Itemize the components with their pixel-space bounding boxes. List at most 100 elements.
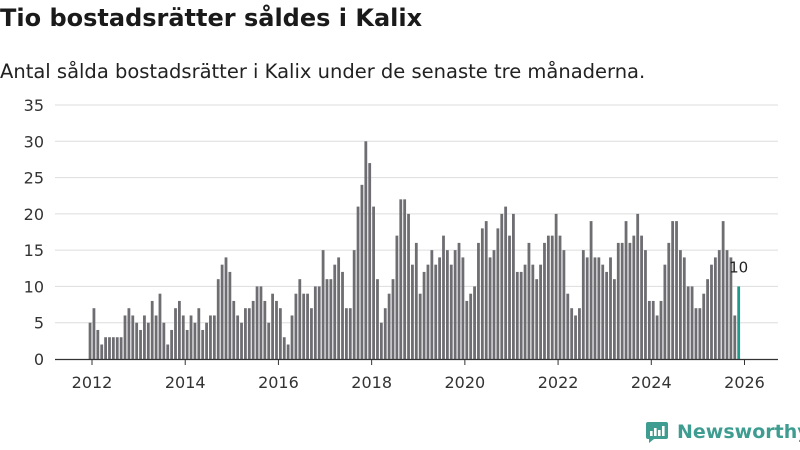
chart-subtitle: Antal sålda bostadsrätter i Kalix under …: [0, 60, 646, 83]
bar: [550, 235, 554, 359]
bar: [302, 293, 306, 359]
bar: [306, 293, 309, 359]
bar: [589, 221, 593, 359]
bar: [733, 315, 737, 359]
bar: [174, 308, 177, 359]
chart-title: Tio bostadsrätter såldes i Kalix: [0, 4, 423, 32]
bar: [197, 308, 201, 359]
brand-name: Newsworthy: [677, 421, 800, 443]
x-tick-label: 2022: [538, 373, 579, 392]
bar: [717, 250, 721, 359]
bar: [737, 286, 741, 359]
bar: [100, 344, 104, 359]
bar: [379, 322, 383, 359]
y-tick-label: 35: [24, 96, 44, 115]
bar: [442, 235, 445, 359]
bar: [515, 271, 519, 359]
bar: [535, 279, 539, 359]
bar: [422, 271, 426, 359]
bar: [224, 257, 228, 359]
bar: [201, 329, 205, 359]
bar: [193, 322, 197, 359]
bar: [372, 206, 375, 359]
bar: [111, 337, 115, 359]
bar: [310, 308, 313, 359]
bar: [395, 235, 399, 359]
bar: [407, 213, 410, 359]
bar: [216, 279, 220, 359]
bar: [694, 308, 698, 359]
bar: [259, 286, 263, 359]
bar: [624, 221, 628, 359]
bar: [162, 322, 166, 359]
bar: [139, 329, 142, 359]
bar: [601, 264, 605, 359]
bar: [574, 315, 577, 359]
bar: [546, 235, 550, 359]
x-tick-label: 2012: [72, 373, 113, 392]
bar: [313, 286, 317, 359]
bar: [236, 315, 240, 359]
bars: [88, 141, 741, 359]
bar: [150, 300, 154, 359]
bar: [620, 242, 624, 359]
bar: [212, 315, 216, 359]
bar: [364, 141, 368, 359]
bar: [108, 337, 111, 359]
bar: [445, 250, 449, 359]
bar: [702, 293, 706, 359]
bar: [244, 308, 247, 359]
bar: [636, 213, 640, 359]
bar: [92, 308, 96, 359]
x-tick-label: 2026: [724, 373, 765, 392]
bar: [554, 213, 558, 359]
bar: [647, 300, 651, 359]
bar: [480, 228, 484, 359]
bar: [232, 300, 236, 359]
bar: [333, 264, 337, 359]
bar: [679, 250, 682, 359]
bar: [527, 242, 531, 359]
x-tick-label: 2020: [444, 373, 485, 392]
bar: [531, 264, 535, 359]
bar: [240, 322, 243, 359]
bar: [686, 286, 690, 359]
data-label: 10: [729, 258, 748, 276]
bar: [605, 271, 609, 359]
bar: [368, 163, 372, 359]
bar: [609, 257, 612, 359]
bar: [286, 344, 290, 359]
bar: [578, 308, 581, 359]
bar: [205, 322, 208, 359]
bar: [570, 308, 574, 359]
bar: [469, 293, 473, 359]
bar: [360, 184, 364, 359]
bar: [453, 250, 457, 359]
bar: [539, 264, 542, 359]
bar: [255, 286, 259, 359]
data-labels: 10: [729, 258, 748, 276]
bar: [271, 293, 274, 359]
bar: [457, 242, 461, 359]
bar: [616, 242, 620, 359]
bar: [566, 293, 570, 359]
bar: [278, 308, 282, 359]
bar: [348, 308, 352, 359]
bar: [523, 264, 527, 359]
bar: [690, 286, 694, 359]
bar: [127, 308, 131, 359]
bar: [170, 329, 174, 359]
bar: [376, 279, 379, 359]
bar: [119, 337, 123, 359]
bar: [403, 199, 407, 359]
y-tick-label: 30: [24, 132, 44, 151]
bar: [185, 329, 189, 359]
bar: [725, 250, 729, 359]
bar: [181, 315, 185, 359]
bar: [430, 250, 434, 359]
y-tick-label: 20: [24, 205, 44, 224]
bar: [438, 257, 442, 359]
y-tick-label: 10: [24, 277, 44, 296]
bar: [143, 315, 146, 359]
bar: [158, 293, 162, 359]
